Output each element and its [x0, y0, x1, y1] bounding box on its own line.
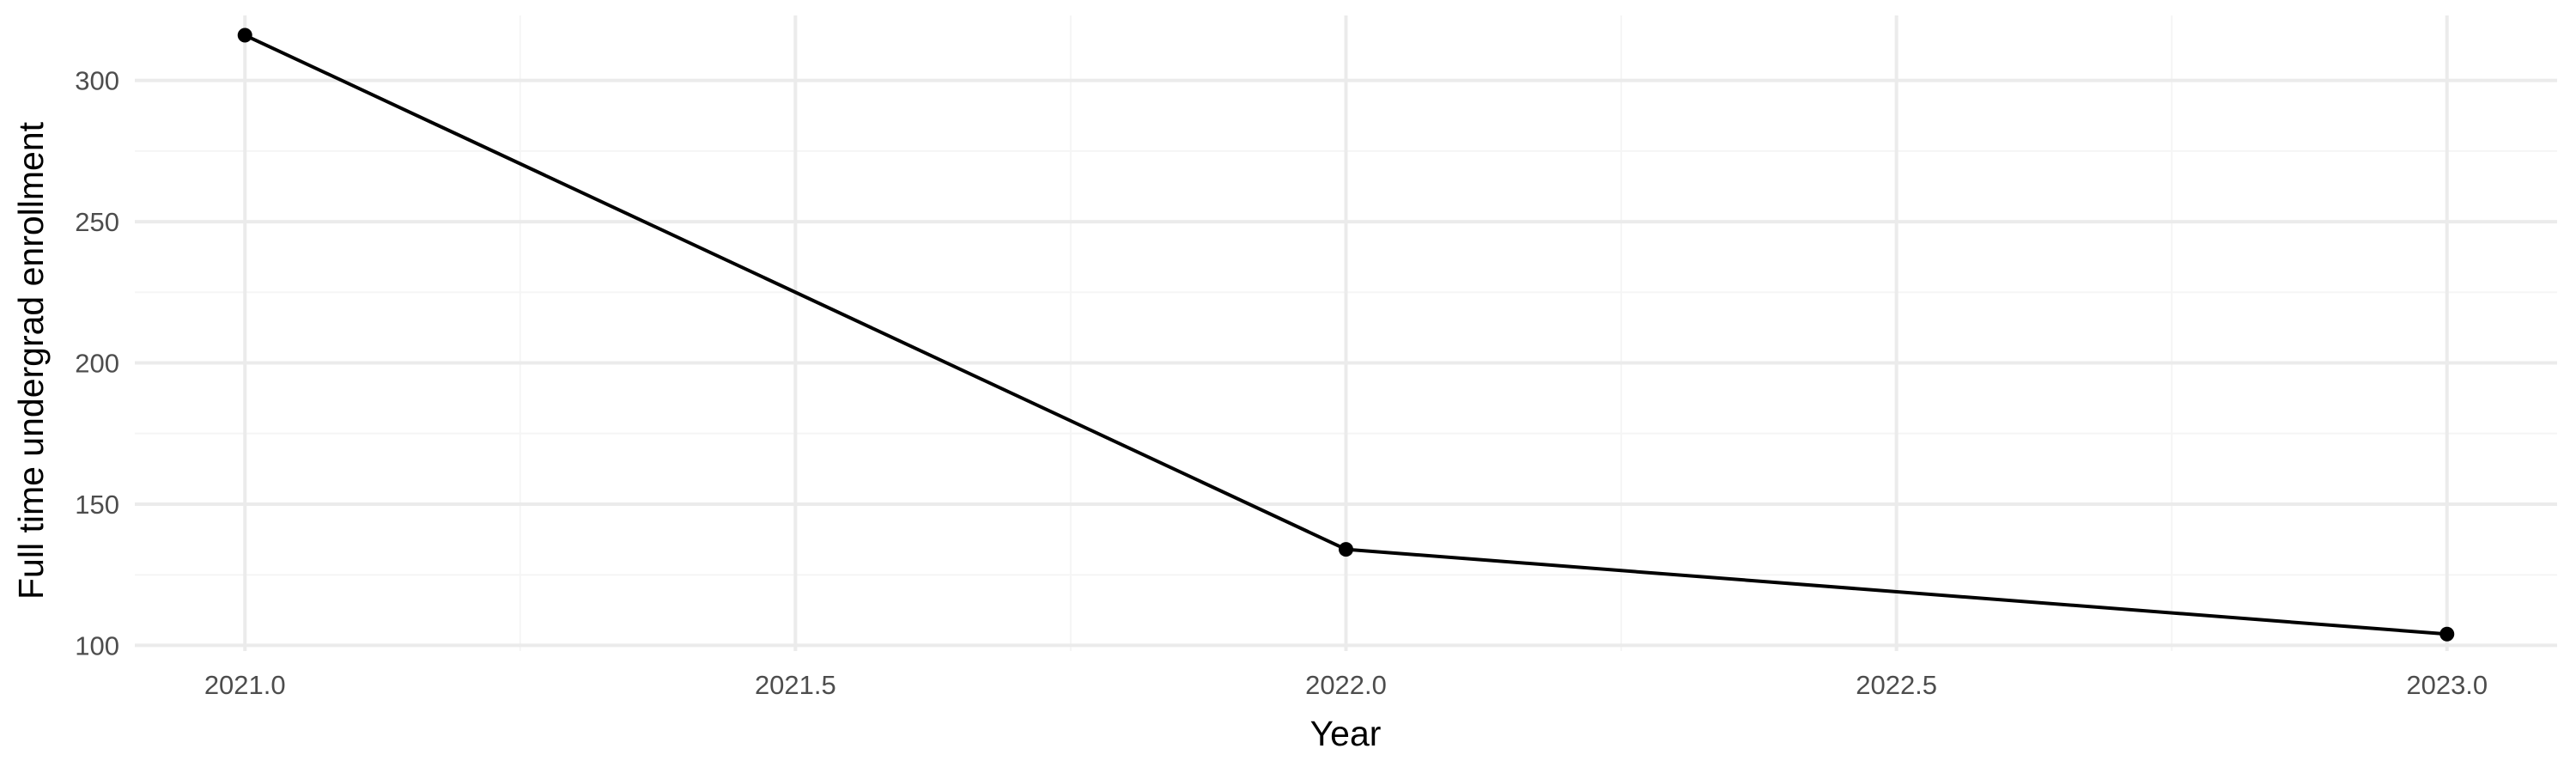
y-tick-label: 150: [75, 490, 119, 520]
y-tick-label: 100: [75, 630, 119, 660]
y-axis-title: Full time undergrad enrollment: [11, 121, 51, 600]
y-tick-label: 250: [75, 207, 119, 237]
data-point: [237, 27, 252, 43]
x-tick-label: 2021.5: [755, 670, 836, 700]
data-point: [1339, 542, 1353, 557]
x-axis-tick-labels: 2021.0 2021.5 2022.0 2022.5 2023.0: [204, 670, 2488, 700]
data-point: [2439, 626, 2455, 642]
y-tick-label: 300: [75, 66, 119, 96]
y-tick-label: 200: [75, 349, 119, 379]
x-tick-label: 2021.0: [204, 670, 286, 700]
x-tick-label: 2022.0: [1305, 670, 1387, 700]
x-axis-title: Year: [1310, 714, 1382, 753]
x-tick-label: 2023.0: [2406, 670, 2488, 700]
series-layer: [237, 27, 2455, 642]
y-axis-tick-labels: 100 150 200 250 300: [75, 66, 119, 661]
major-gridlines: [135, 15, 2557, 651]
x-tick-label: 2022.5: [1856, 670, 1937, 700]
